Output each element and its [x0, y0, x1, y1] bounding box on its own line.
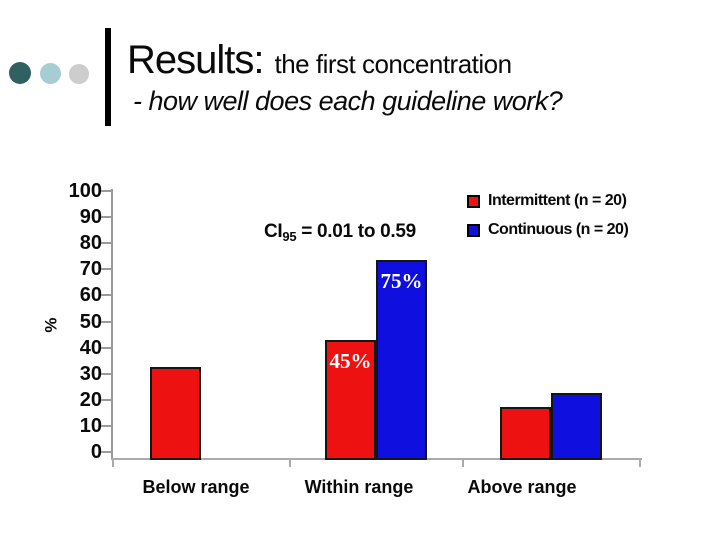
y-tick-label: 60 — [79, 284, 102, 307]
y-tick-mark — [101, 320, 111, 323]
bar-intermittent-within — [325, 340, 376, 460]
y-tick-label: 0 — [90, 441, 102, 463]
y-tick-mark — [101, 242, 111, 245]
bar-continuous-above — [551, 393, 602, 460]
y-tick-mark — [101, 424, 111, 427]
bar-intermittent-above — [500, 407, 551, 460]
category-label-above: Above range — [467, 477, 577, 497]
legend-item: Intermittent (n = 20) — [467, 192, 628, 209]
y-tick-label: 20 — [79, 388, 102, 411]
x-tick-mark — [289, 458, 291, 467]
y-tick-mark — [101, 268, 111, 271]
y-tick-mark — [101, 190, 111, 192]
y-tick-label: 10 — [79, 414, 102, 437]
bullet-dot — [69, 64, 89, 84]
y-tick-label: 30 — [79, 362, 102, 385]
category-label-within: Within range — [304, 477, 414, 497]
ci-annotation-suffix: = 0.01 to 0.59 — [296, 221, 416, 242]
x-tick-mark — [462, 458, 464, 467]
legend-label: Continuous (n = 20) — [488, 221, 629, 238]
ci-annotation: CI95 = 0.01 to 0.59 — [264, 221, 416, 244]
legend-swatch-icon — [467, 223, 480, 237]
legend-swatch-icon — [467, 194, 480, 208]
slide-title: Results: the first concentration — [127, 38, 512, 83]
bar-continuous-within — [376, 260, 427, 460]
y-tick-label: 100 — [68, 180, 102, 202]
y-tick-mark — [101, 216, 111, 219]
y-tick-mark — [101, 372, 111, 375]
y-tick-label: 50 — [79, 310, 102, 333]
bullet-dot — [9, 62, 31, 84]
title-secondary: the first concentration — [274, 49, 513, 79]
title-main: Results: — [127, 38, 264, 82]
legend-label: Intermittent (n = 20) — [488, 192, 627, 209]
x-tick-mark — [112, 458, 114, 467]
y-tick-mark — [101, 294, 111, 297]
category-label-below: Below range — [142, 477, 250, 497]
y-axis-line — [111, 189, 113, 460]
ci-annotation-prefix: CI — [264, 221, 283, 242]
ci-annotation-subscript: 95 — [282, 229, 297, 244]
chart-legend: Intermittent (n = 20) Continuous (n = 20) — [467, 192, 629, 252]
x-tick-mark — [639, 458, 641, 467]
legend-item: Continuous (n = 20) — [467, 221, 629, 238]
bullet-dot — [40, 63, 61, 84]
y-tick-mark — [101, 398, 111, 401]
bar-value-label: 75% — [380, 269, 423, 293]
title-divider-rule — [105, 28, 111, 126]
y-tick-mark — [101, 451, 111, 453]
y-tick-label: 80 — [79, 232, 102, 255]
bar-value-label: 45% — [329, 349, 372, 373]
y-tick-mark — [101, 346, 111, 349]
y-tick-label: 70 — [79, 258, 102, 281]
slide-subtitle: - how well does each guideline work? — [133, 86, 563, 116]
bar-intermittent-below — [150, 367, 201, 460]
y-tick-label: 90 — [79, 206, 102, 229]
y-tick-label: 40 — [79, 336, 102, 359]
